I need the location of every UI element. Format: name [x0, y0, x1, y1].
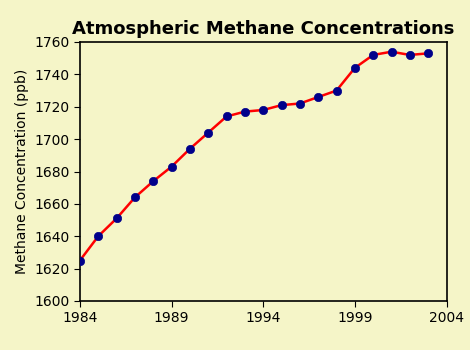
- Y-axis label: Methane Concentration (ppb): Methane Concentration (ppb): [15, 69, 29, 274]
- Title: Atmospheric Methane Concentrations: Atmospheric Methane Concentrations: [72, 20, 454, 38]
